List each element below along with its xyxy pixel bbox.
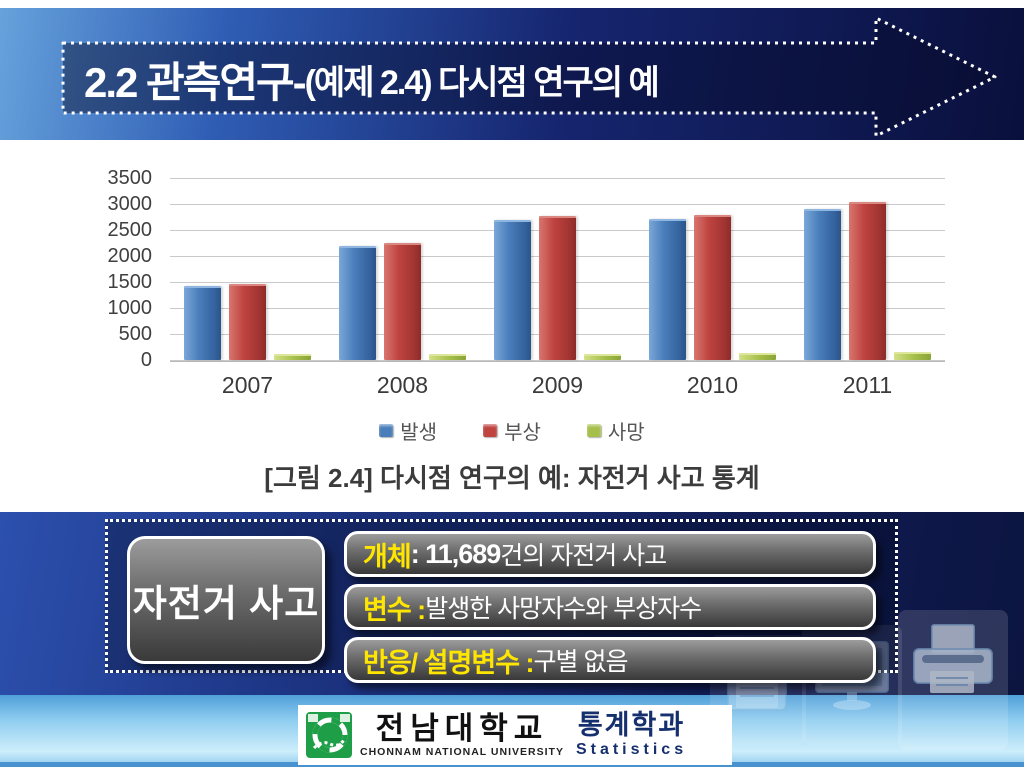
department-name-en: Statistics: [575, 741, 688, 758]
info-row-3: 반응/ 설명변수 : 구별 없음: [344, 637, 876, 683]
info-row-label: 반응/ 설명변수 :: [363, 647, 535, 678]
university-name-kr: 전남대학교: [375, 710, 549, 746]
bar-사망-2008: [429, 354, 466, 360]
gridline: [170, 204, 945, 205]
info-row-1: 개체 : 11,689 건의 자전거 사고: [344, 531, 876, 577]
y-axis: 3500 3000 2500 2000 1500 1000 500 0: [100, 168, 160, 370]
figure-caption: [그림 2.4] 다시점 연구의 예: 자전거 사고 통계: [264, 463, 760, 493]
x-axis: 2007 2008 2009 2010 2011: [170, 372, 945, 399]
bar-series: [170, 178, 945, 360]
gridline: [170, 360, 945, 361]
bar-부상-2009: [539, 215, 576, 360]
bar-group-2008: [325, 178, 480, 360]
bar-부상-2007: [229, 284, 266, 360]
page-title-sub: (예제 2.4) 다시점 연구의 예: [304, 63, 660, 102]
bar-발생-2009: [494, 220, 531, 360]
legend-label: 사망: [607, 422, 645, 444]
bar-발생-2010: [649, 219, 686, 360]
page-title: 2.2 관측연구- (예제 2.4) 다시점 연구의 예: [84, 46, 864, 112]
bar-발생-2008: [339, 246, 376, 360]
page-title-main: 2.2 관측연구-: [84, 58, 307, 106]
info-row-label: 개체: [363, 541, 412, 572]
info-row-strong-value: : 11,689: [410, 538, 502, 569]
x-axis-tick-label: 2011: [842, 372, 893, 398]
university-logo-block: 전남대학교 CHONNAM NATIONAL UNIVERSITY 통계학과 S…: [298, 705, 732, 765]
bar-group-2011: [790, 178, 945, 360]
chart-legend: 발생 부상 사망: [0, 416, 1024, 445]
computer-watermark-icons: [710, 610, 1008, 750]
info-row-text: 발생한 사망자수와 부상자수: [425, 595, 702, 623]
bar-group-2010: [635, 178, 790, 360]
info-row-2: 변수 : 발생한 사망자수와 부상자수: [344, 584, 876, 630]
y-axis-tick-label: 2500: [107, 218, 153, 241]
y-axis-tick-label: 500: [118, 323, 152, 345]
department-name: 통계학과 Statistics: [576, 712, 687, 758]
bar-사망-2007: [274, 354, 311, 360]
x-axis-tick-label: 2010: [686, 372, 739, 398]
x-axis-tick-label: 2009: [531, 372, 584, 398]
bar-발생-2007: [184, 286, 221, 360]
legend-swatch-icon: [586, 424, 601, 437]
legend-item-발생: 발생: [379, 416, 437, 445]
legend-label: 발생: [400, 422, 438, 444]
y-axis-tick-label: 0: [140, 349, 152, 371]
legend-swatch-icon: [483, 424, 498, 437]
department-name-kr: 통계학과: [577, 710, 686, 740]
legend-swatch-icon: [379, 424, 394, 437]
bar-group-2007: [170, 178, 325, 360]
y-axis-tick-label: 1000: [107, 297, 153, 319]
bar-부상-2011: [849, 202, 886, 360]
bar-부상-2008: [384, 242, 421, 360]
info-row-text: 건의 자전거 사고: [500, 542, 667, 570]
gridline: [170, 178, 945, 179]
x-axis-tick-label: 2007: [221, 372, 274, 398]
bar-발생-2011: [804, 208, 841, 360]
bar-chart: 3500 3000 2500 2000 1500 1000 500 0 2007 2008 200…: [0, 140, 1024, 512]
university-name-en: CHONNAM NATIONAL UNIVERSITY: [360, 745, 564, 758]
bar-사망-2011: [894, 352, 931, 360]
subject-label: 자전거 사고: [132, 583, 320, 624]
bar-사망-2010: [739, 353, 776, 360]
bar-부상-2010: [694, 215, 731, 360]
subject-box: 자전거 사고: [127, 536, 325, 664]
info-row-text: 구별 없음: [533, 648, 629, 676]
y-axis-tick-label: 3000: [107, 192, 153, 215]
x-axis-tick-label: 2008: [376, 372, 429, 398]
bar-group-2009: [480, 178, 635, 360]
university-name: 전남대학교 CHONNAM NATIONAL UNIVERSITY: [360, 713, 564, 758]
y-axis-tick-label: 2000: [107, 245, 153, 267]
y-axis-tick-label: 1500: [107, 270, 153, 293]
bar-사망-2009: [584, 353, 621, 360]
legend-label: 부상: [504, 422, 541, 444]
info-row-label: 변수 :: [363, 594, 426, 625]
legend-item-부상: 부상: [483, 416, 541, 445]
printer-icon: [913, 624, 993, 693]
chonnam-university-logo-icon: [306, 712, 352, 758]
y-axis-tick-label: 3500: [107, 167, 153, 189]
legend-item-사망: 사망: [586, 416, 645, 445]
